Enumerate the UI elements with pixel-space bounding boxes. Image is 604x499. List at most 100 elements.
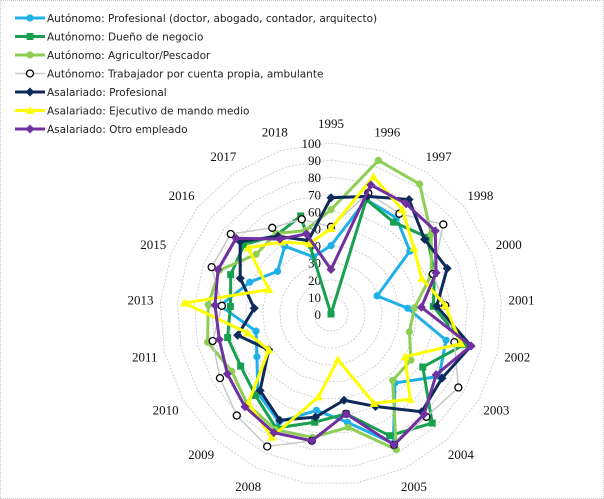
data-point (389, 440, 399, 450)
data-point (263, 442, 272, 451)
legend-marker (26, 33, 34, 40)
data-point (208, 336, 217, 346)
data-point (431, 268, 441, 278)
data-point (341, 409, 351, 419)
data-point (456, 339, 466, 348)
data-point (405, 328, 413, 336)
data-point (204, 301, 212, 309)
data-point (430, 226, 440, 236)
tick-label: 90 (308, 153, 321, 168)
data-point (389, 376, 397, 385)
series-group (179, 156, 476, 454)
legend-label: Asalariado: Otro empleado (47, 124, 188, 136)
data-point (428, 419, 436, 427)
category-label: 1996 (374, 124, 401, 139)
data-point (344, 423, 352, 431)
data-point (390, 218, 398, 226)
data-point (310, 412, 320, 422)
category-label: 2005 (401, 479, 427, 494)
data-point (327, 242, 335, 250)
data-point (264, 285, 274, 294)
legend-label: Autónomo: Trabajador por cuenta propia, … (47, 69, 323, 81)
data-point (275, 234, 285, 244)
tick-label: 80 (308, 170, 321, 185)
tick-label: 100 (302, 136, 322, 151)
tick-label: 20 (308, 273, 321, 288)
legend: Autónomo: Profesional (doctor, abogado, … (15, 13, 377, 136)
data-point (440, 300, 450, 309)
data-point (373, 292, 381, 300)
data-point (311, 418, 319, 426)
data-point (210, 300, 220, 310)
category-label: 2006 (346, 496, 373, 499)
legend-item: Asalariado: Otro empleado (15, 124, 188, 136)
data-point (243, 328, 253, 337)
data-point (442, 263, 452, 273)
data-point (416, 180, 424, 188)
grid-ring (177, 159, 485, 467)
grid-ring (245, 227, 417, 400)
data-point (275, 415, 285, 425)
data-point (368, 172, 378, 181)
series-6 (210, 180, 476, 450)
grid-ring (194, 176, 468, 450)
data-point (227, 271, 235, 279)
data-point (326, 265, 336, 275)
legend-marker (26, 51, 34, 59)
category-label: 2010 (153, 403, 179, 418)
category-label: 2018 (262, 124, 288, 139)
data-point (213, 265, 223, 275)
data-point (326, 224, 336, 232)
legend-marker (25, 106, 35, 114)
data-point (404, 304, 412, 312)
data-point (217, 301, 227, 310)
data-point (339, 395, 349, 405)
category-label: 1997 (426, 149, 453, 164)
data-point (255, 385, 265, 395)
legend-label: Asalariado: Profesional (47, 87, 167, 99)
data-point (269, 428, 279, 438)
data-point (437, 373, 447, 383)
data-point (431, 370, 441, 380)
data-point (417, 273, 427, 282)
data-point (466, 341, 476, 351)
data-point (273, 267, 282, 275)
category-labels: 1995 1996 1997 1998 2000 2001 2002 2003 2004 2005… (128, 116, 535, 499)
data-point (240, 402, 250, 412)
tick-label: 60 (308, 204, 321, 219)
grid-ring (313, 296, 349, 332)
data-point (304, 239, 314, 248)
data-point (327, 310, 335, 318)
data-point (420, 234, 430, 244)
data-point (333, 355, 343, 364)
data-point (326, 193, 336, 203)
data-point (405, 394, 415, 403)
data-point (307, 436, 317, 446)
data-point (297, 215, 306, 224)
data-point (423, 233, 431, 241)
data-point (226, 229, 235, 239)
data-point (439, 220, 448, 229)
data-point (222, 369, 232, 379)
data-point (374, 156, 382, 165)
data-point (386, 432, 394, 440)
data-point (253, 353, 261, 361)
legend-item: Autónomo: Agricultor/Pescador (15, 50, 211, 62)
data-point (231, 233, 241, 243)
data-point (301, 229, 311, 239)
legend-item: Autónomo: Dueño de negocio (15, 32, 203, 44)
data-point (409, 243, 419, 252)
data-point (312, 406, 321, 414)
data-point (419, 363, 427, 371)
category-label: 2017 (210, 149, 237, 164)
data-point (252, 250, 260, 258)
data-point (416, 302, 426, 312)
series-line (206, 158, 433, 452)
data-point (215, 373, 225, 383)
legend-item: Asalariado: Ejecutivo de mando medio (15, 106, 249, 118)
data-point (246, 278, 254, 286)
data-point (237, 362, 245, 370)
data-point (243, 243, 253, 252)
category-label: 2016 (169, 188, 196, 203)
data-point (460, 340, 468, 348)
